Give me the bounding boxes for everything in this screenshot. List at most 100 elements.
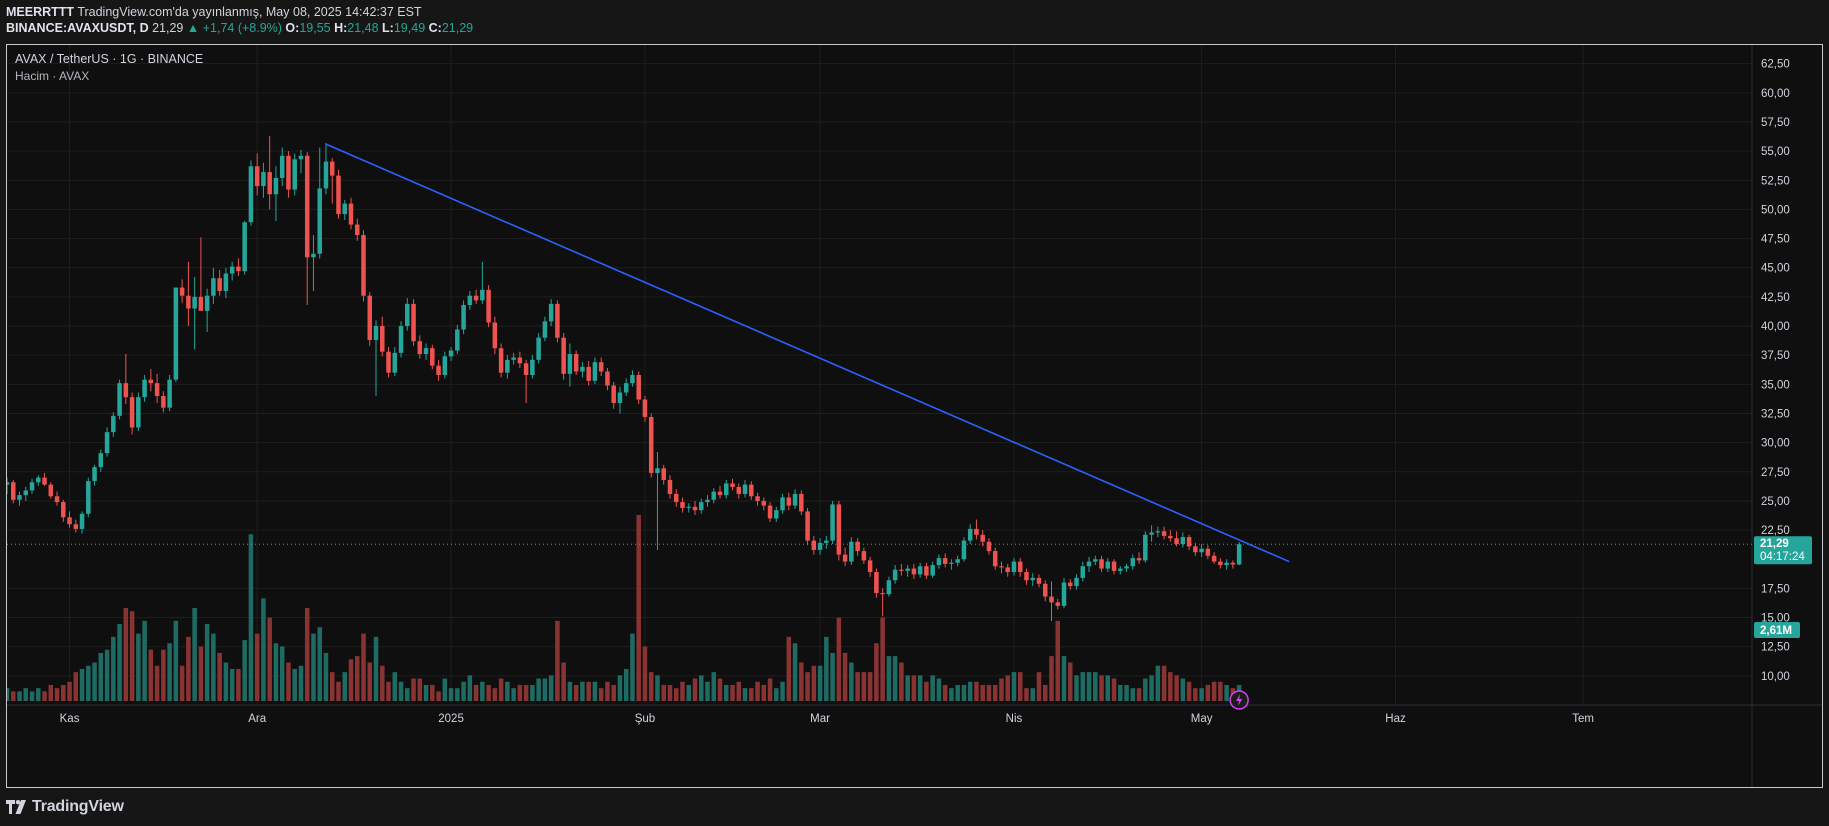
candle-body [1105,561,1111,569]
volume-bar [1174,675,1179,701]
up-arrow-icon: ▲ [186,21,200,35]
candle-body [1130,558,1136,567]
volume-bar [986,684,992,701]
candle-body [1211,555,1217,562]
candle-body [598,362,604,372]
volume-tag [1754,622,1800,638]
candle-body [642,399,648,417]
volume-bar [892,656,898,701]
series-legend[interactable]: AVAX / TetherUS · 1G · BINANCE [15,52,204,66]
candle-body [492,322,498,349]
volume-bar [1093,672,1098,701]
candle-body [1099,559,1104,569]
volume-bar [648,672,654,701]
candle-body [67,517,72,525]
publisher-name[interactable]: MEERRTTT [6,5,75,19]
candle-body [204,295,210,311]
candle-body [1155,531,1161,533]
candle-body [1042,583,1048,597]
candle-body [473,295,479,301]
last-price: 21,29 [152,21,184,35]
candle-body [1205,548,1211,556]
candle-body [279,155,285,178]
candle-body [442,356,448,376]
volume-bar [329,672,335,701]
volume-bar [254,633,260,701]
candle-body [1174,538,1179,545]
volume-bar [974,681,979,701]
candle-body [523,363,529,376]
candle-body [154,383,160,396]
low-label: L: [382,21,394,35]
volume-bar [1111,678,1117,701]
volume-bar [323,652,329,701]
candle-body [248,166,254,223]
time-tick-label: Mar [810,713,830,725]
candle-body [967,528,973,541]
volume-bar [580,681,585,701]
candle-body [1224,562,1229,566]
volume-bar [605,681,610,701]
tradingview-logo[interactable]: TradingView [6,796,124,818]
volume-bar [842,652,848,701]
volume-bar [792,643,798,701]
volume-bar [1149,675,1154,701]
candle-body [1011,561,1017,573]
volume-bar [905,675,910,701]
volume-legend[interactable]: Hacim · AVAX [15,69,90,83]
volume-bar [179,665,185,701]
volume-bar [1211,681,1217,701]
candle-body [292,159,297,190]
price-tick-label: 57,50 [1761,117,1790,129]
volume-bar [186,636,191,701]
candle-body [29,482,35,491]
volume-bar [342,672,347,701]
high-value: 21,48 [347,21,379,35]
candle-body [667,479,673,494]
candle-body [430,348,435,366]
candle-body [705,499,710,503]
candle-body [824,540,829,543]
candle-body [298,155,304,160]
candle-body [311,253,316,258]
candle-body [1049,596,1054,603]
candle-body [536,337,541,360]
volume-bar [930,675,935,701]
volume-bar [486,684,491,701]
volume-bar [611,684,616,701]
candle-body [54,496,60,503]
candle-body [242,222,247,272]
candle-body [1180,537,1186,545]
volume-bar [880,617,885,701]
trendline[interactable] [325,143,1290,563]
volume-bar [211,633,216,701]
low-value: 19,49 [393,21,426,35]
candle-body [1124,566,1129,569]
candle-body [855,541,860,552]
volume-bar [786,636,792,701]
price-chart[interactable]: 62,50 60,00 57,50 55,00 52,50 50,00 47,50 45,00… [7,45,1822,787]
candle-body [548,303,554,322]
candle-body [405,303,410,327]
candle-body [1143,534,1148,561]
candle-body [136,397,141,428]
volume-bar [780,681,785,701]
volume-bar [380,665,385,701]
volume-bar [1124,684,1129,701]
candle-body [142,379,147,398]
volume-bar [492,688,498,701]
volume-bar [1074,675,1079,701]
volume-bar [173,620,179,701]
volume-bar [61,684,66,701]
candle-body [461,305,466,330]
candle-body [630,375,635,384]
volume-bar [1099,675,1104,701]
volume-bar [104,649,110,701]
candle-body [98,453,104,468]
volume-bar [248,534,254,701]
price-tick-label: 30,00 [1761,438,1790,450]
candle-body [79,513,85,529]
volume-bar [992,684,998,701]
volume-bar [1042,684,1048,701]
volume-bar [36,688,41,701]
